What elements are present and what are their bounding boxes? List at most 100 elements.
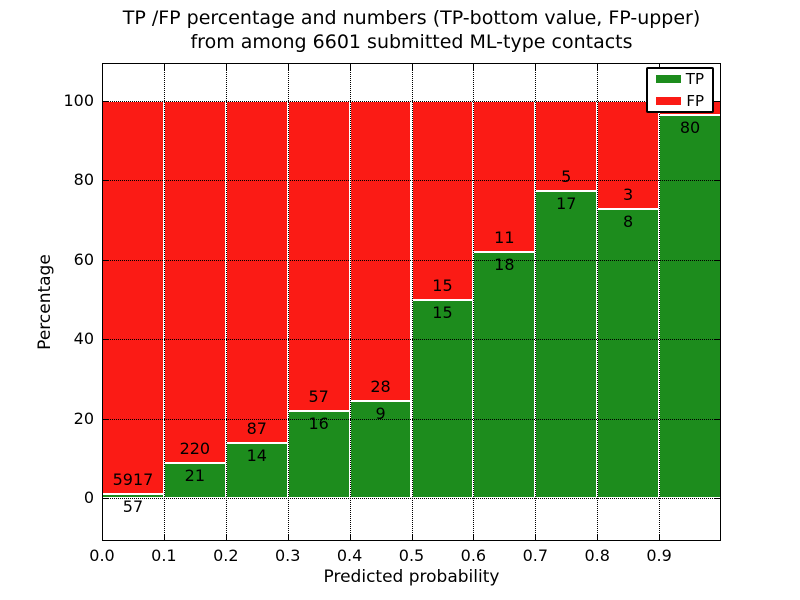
gridline-vertical: [659, 63, 661, 541]
bar-fp-segment: [411, 101, 474, 300]
x-tick-mark-bottom: [163, 534, 165, 540]
y-tick-mark-right: [714, 418, 720, 420]
tp-count-label: 17: [556, 194, 577, 214]
fp-count-label: 3: [623, 185, 634, 205]
fp-count-label: 11: [494, 227, 515, 247]
legend-item-fp: FP: [656, 93, 704, 109]
legend-item-tp: TP: [656, 71, 704, 87]
chart-title-line2: from among 6601 submitted ML-type contac…: [190, 31, 633, 53]
gridline-vertical: [473, 63, 475, 541]
x-tick-label: 0.5: [398, 546, 425, 565]
chart-title: TP /FP percentage and numbers (TP-bottom…: [102, 6, 721, 54]
legend-swatch-fp-icon: [656, 97, 681, 105]
y-tick-mark-right: [714, 259, 720, 261]
x-tick-label: 0.2: [213, 546, 239, 565]
fp-count-label: 15: [432, 275, 453, 295]
x-tick-mark-bottom: [225, 534, 227, 540]
y-tick-label: 40: [73, 329, 94, 349]
tp-count-label: 21: [184, 466, 206, 486]
x-axis-label: Predicted probability: [323, 567, 500, 587]
gridline-vertical: [287, 63, 289, 541]
gridline-vertical: [349, 63, 351, 541]
y-tick-mark-right: [714, 339, 720, 341]
x-tick-mark-top: [163, 64, 165, 70]
bar-tp-segment: [163, 463, 226, 498]
legend-swatch-tp-icon: [656, 75, 681, 83]
fp-count-label: 5917: [112, 470, 154, 490]
y-tick-mark-left: [103, 180, 109, 182]
x-tick-mark-bottom: [597, 534, 599, 540]
bar-tp-segment: [411, 299, 474, 498]
bar-tp-segment: [597, 209, 660, 498]
x-tick-label: 0.4: [336, 546, 363, 565]
x-tick-mark-bottom: [659, 534, 661, 540]
legend-label-tp: TP: [685, 70, 704, 88]
x-tick-mark-top: [473, 64, 475, 70]
gridline-vertical: [535, 63, 537, 541]
x-tick-label: 0.1: [151, 546, 177, 565]
x-tick-mark-top: [225, 64, 227, 70]
x-tick-mark-bottom: [102, 534, 103, 540]
plot-area: TP FP 5917 57 220 21 87 14 57 16 28 9 15 15 11 18 5 17 3…: [102, 63, 721, 541]
gridline-vertical: [163, 63, 165, 541]
bar-fp-segment: [597, 101, 660, 210]
x-tick-label: 0.6: [460, 546, 487, 565]
tp-count-label: 18: [494, 254, 515, 274]
x-tick-mark-top: [411, 64, 413, 70]
x-tick-mark-bottom: [720, 534, 721, 540]
bar-fp-segment: [163, 101, 226, 464]
tp-count-label: 9: [375, 404, 386, 424]
gridline-vertical: [411, 63, 413, 541]
fp-count-label: 28: [370, 377, 391, 397]
y-tick-mark-right: [714, 498, 720, 499]
bar-fp-segment: [225, 101, 288, 443]
y-tick-mark-right: [714, 101, 720, 102]
tp-count-label: 8: [623, 212, 634, 232]
x-tick-mark-top: [287, 64, 289, 70]
fp-count-label: 57: [308, 386, 329, 406]
fp-count-label: 87: [246, 418, 267, 438]
chart-title-line1: TP /FP percentage and numbers (TP-bottom…: [122, 7, 701, 29]
gridline-vertical: [597, 63, 599, 541]
y-tick-mark-left: [103, 101, 109, 102]
bar-fp-segment: [287, 101, 350, 411]
y-tick-label: 80: [73, 170, 94, 190]
x-tick-mark-top: [102, 64, 103, 70]
y-tick-label: 100: [63, 91, 94, 110]
legend: TP FP: [646, 67, 714, 113]
x-tick-mark-top: [349, 64, 351, 70]
tp-count-label: 16: [308, 413, 329, 433]
bar-tp-segment: [473, 251, 536, 498]
gridline-vertical: [225, 63, 227, 541]
y-tick-mark-left: [103, 259, 109, 261]
bar-fp-segment: [349, 101, 412, 402]
bar-fp-segment: [102, 101, 164, 495]
x-tick-label: 0.3: [274, 546, 301, 565]
tp-count-label: 80: [679, 118, 701, 138]
x-tick-mark-top: [597, 64, 599, 70]
x-tick-mark-bottom: [411, 534, 413, 540]
y-tick-mark-left: [103, 339, 109, 341]
x-tick-mark-bottom: [349, 534, 351, 540]
legend-label-fp: FP: [686, 92, 704, 110]
tp-count-label: 14: [246, 445, 267, 465]
x-tick-mark-top: [720, 64, 721, 70]
y-tick-mark-left: [103, 418, 109, 420]
tp-count-label: 15: [432, 302, 453, 322]
fp-count-label: 5: [561, 167, 572, 187]
x-tick-label: 0.9: [646, 546, 672, 565]
y-tick-mark-right: [714, 180, 720, 182]
bar-tp-segment: [659, 115, 721, 498]
x-tick-label: 0.0: [89, 546, 115, 565]
y-tick-label: 60: [73, 249, 94, 269]
x-tick-mark-bottom: [473, 534, 475, 540]
x-tick-label: 0.7: [522, 546, 549, 565]
y-tick-mark-left: [103, 498, 109, 499]
bar-tp-segment: [225, 442, 288, 498]
fp-count-label: 220: [179, 439, 211, 459]
bar-tp-segment: [287, 410, 350, 498]
x-tick-mark-top: [535, 64, 537, 70]
x-tick-label: 0.8: [584, 546, 610, 565]
x-tick-mark-bottom: [535, 534, 537, 540]
